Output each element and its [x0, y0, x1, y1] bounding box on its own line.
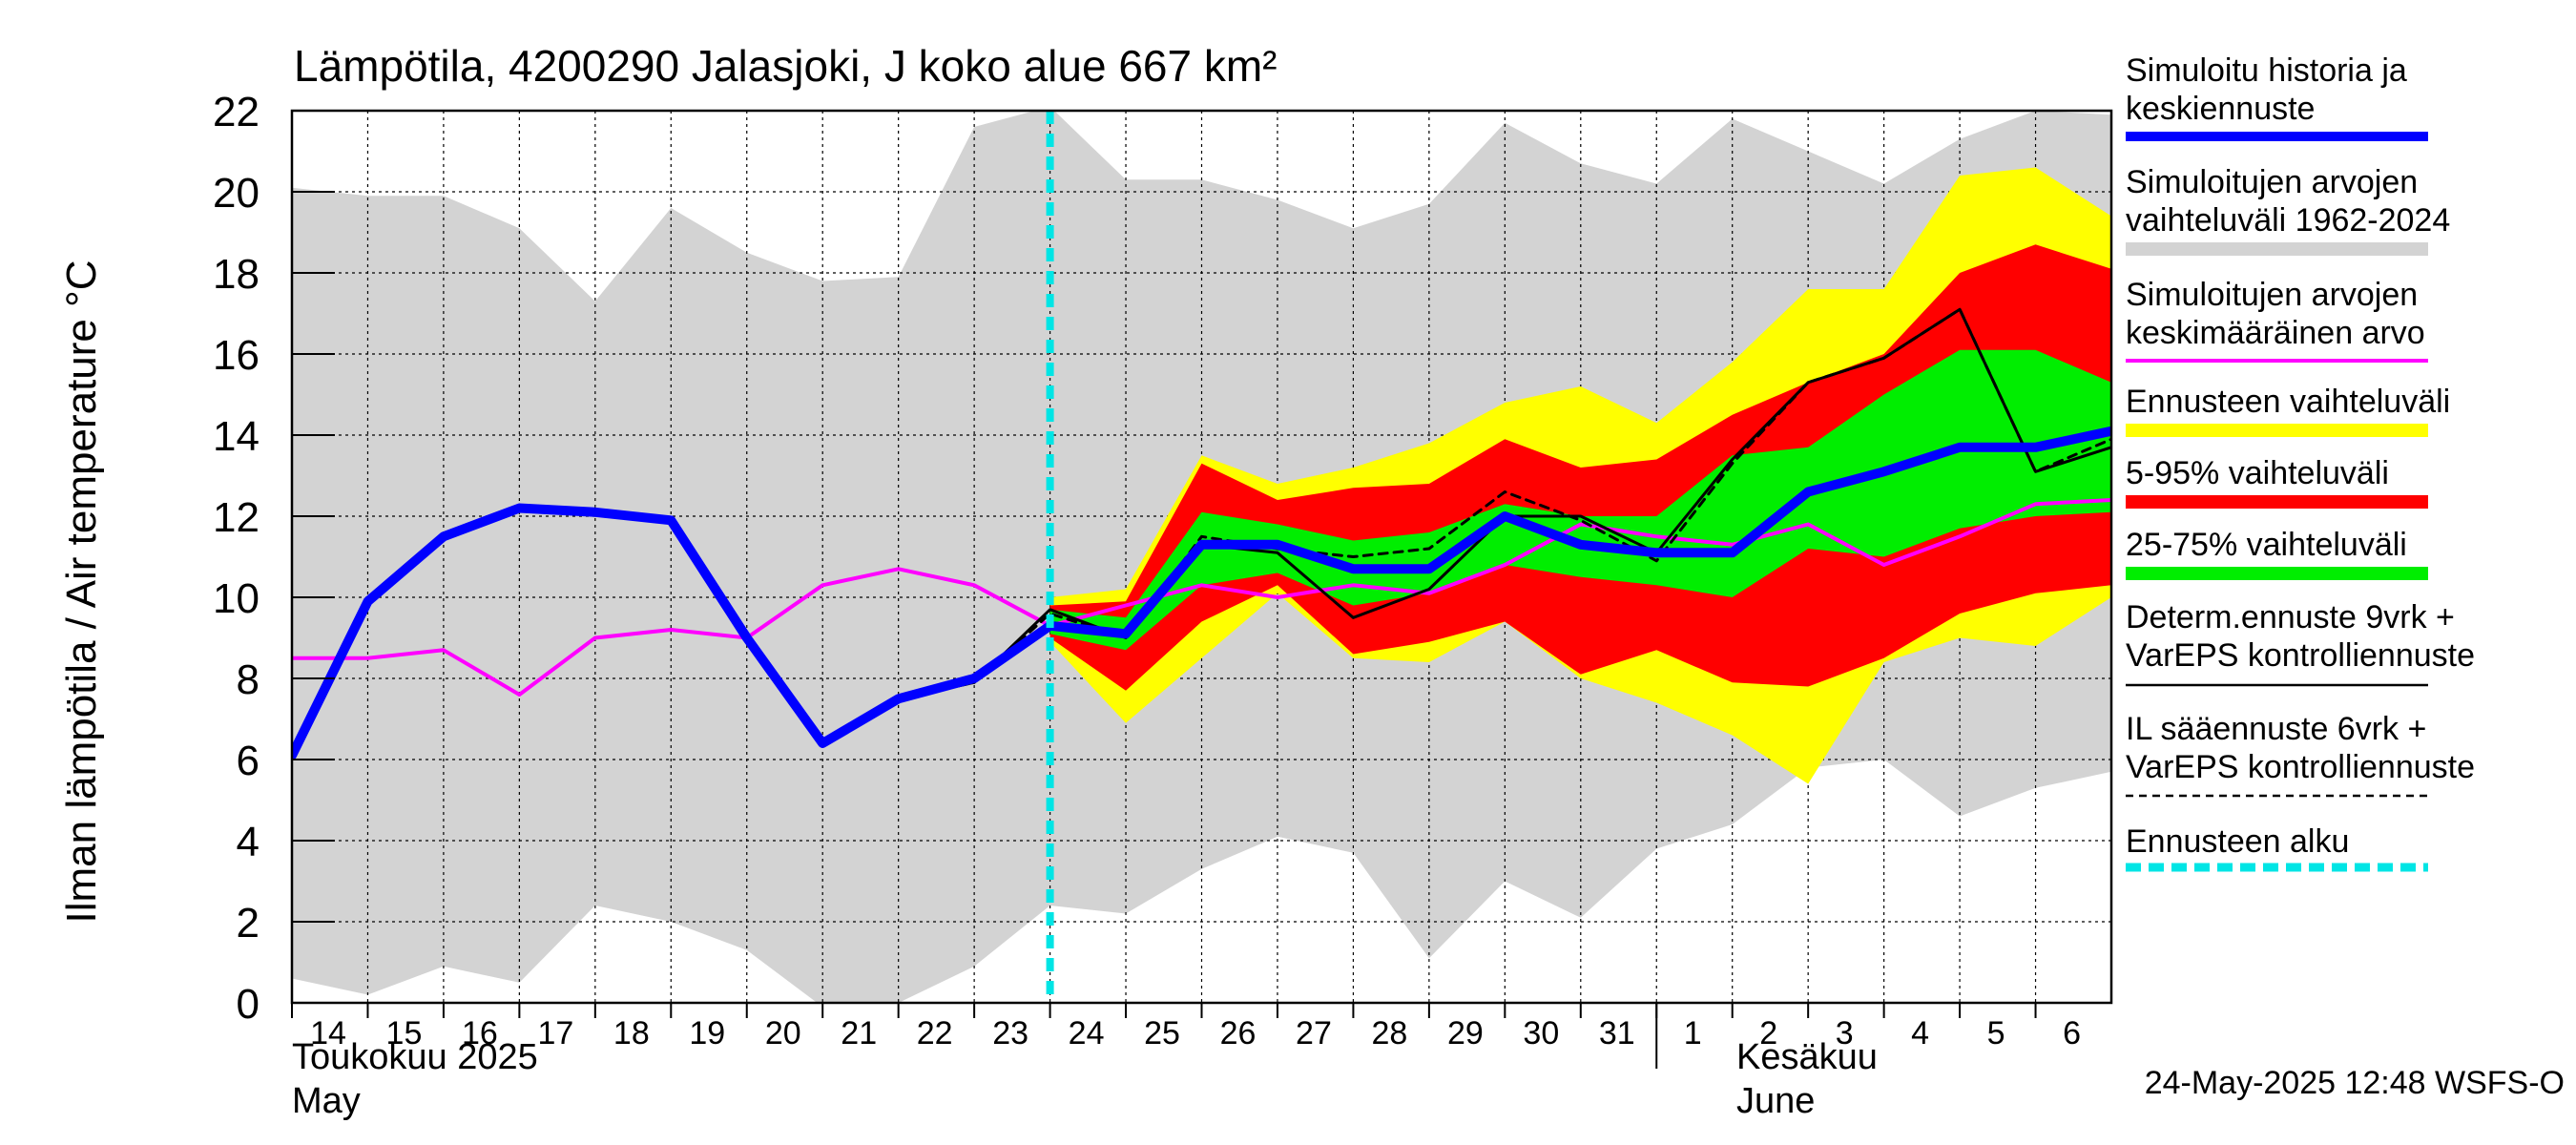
month-label-june-en: June — [1736, 1081, 1815, 1121]
legend-label: 5-95% vaihteluväli — [2126, 455, 2389, 491]
x-tick-label: 3 — [1836, 1015, 1854, 1051]
x-tick-label: 29 — [1447, 1015, 1484, 1051]
legend-label: vaihteluväli 1962-2024 — [2126, 202, 2450, 239]
x-tick-label: 15 — [386, 1015, 423, 1051]
legend-item: Determ.ennuste 9vrk +VarEPS kontrollienn… — [2126, 599, 2475, 687]
x-tick-label: 22 — [917, 1015, 953, 1051]
y-tick-label: 6 — [237, 738, 260, 784]
y-tick-label: 10 — [213, 575, 260, 622]
y-tick-label: 22 — [213, 89, 260, 135]
legend-label: IL sääennuste 6vrk + — [2126, 711, 2426, 747]
y-tick-label: 12 — [213, 494, 260, 541]
legend-label: Simuloitujen arvojen — [2126, 277, 2418, 313]
x-tick-label: 30 — [1523, 1015, 1559, 1051]
x-tick-label: 27 — [1296, 1015, 1332, 1051]
timestamp: 24-May-2025 12:48 WSFS-O — [2145, 1065, 2565, 1101]
y-tick-label: 14 — [213, 413, 260, 460]
legend-label: keskimääräinen arvo — [2126, 315, 2425, 351]
x-tick-label: 2 — [1759, 1015, 1777, 1051]
legend-label: Determ.ennuste 9vrk + — [2126, 599, 2455, 635]
month-label-may-fi: Toukokuu 2025 — [292, 1037, 538, 1077]
legend-item: Ennusteen alku — [2126, 823, 2428, 872]
legend-label: Ennusteen alku — [2126, 823, 2349, 860]
y-tick-label: 20 — [213, 170, 260, 217]
x-tick-label: 24 — [1069, 1015, 1105, 1051]
x-tick-label: 19 — [689, 1015, 725, 1051]
x-tick-label: 4 — [1911, 1015, 1929, 1051]
x-tick-label: 28 — [1372, 1015, 1408, 1051]
legend-label: 25-75% vaihteluväli — [2126, 527, 2407, 563]
legend-label: Ennusteen vaihteluväli — [2126, 384, 2450, 420]
y-tick-label: 2 — [237, 900, 260, 947]
x-tick-label: 18 — [613, 1015, 650, 1051]
x-tick-label: 25 — [1144, 1015, 1180, 1051]
y-tick-label: 8 — [237, 656, 260, 703]
legend: Simuloitu historia jakeskiennusteSimuloi… — [2126, 52, 2475, 872]
x-tick-label: 14 — [310, 1015, 346, 1051]
x-tick-label: 6 — [2063, 1015, 2081, 1051]
y-tick-label: 0 — [237, 981, 260, 1028]
legend-label: keskiennuste — [2126, 91, 2315, 127]
legend-item: 5-95% vaihteluväli — [2126, 455, 2428, 509]
simulated-history-line — [292, 426, 2111, 760]
legend-label: Simuloitujen arvojen — [2126, 164, 2418, 200]
historical-mean-line — [292, 498, 2111, 697]
x-tick-label: 17 — [537, 1015, 573, 1051]
legend-item: Ennusteen vaihteluväli — [2126, 384, 2450, 437]
legend-label: Simuloitu historia ja — [2126, 52, 2407, 89]
month-label-may-en: May — [292, 1081, 361, 1121]
x-tick-label: 5 — [1987, 1015, 2005, 1051]
y-tick-label: 16 — [213, 332, 260, 379]
x-tick-label: 23 — [992, 1015, 1028, 1051]
month-label-june-fi: Kesäkuu — [1736, 1037, 1878, 1077]
plot-clipped-layer — [292, 111, 2111, 1003]
chart-title: Lämpötila, 4200290 Jalasjoki, J koko alu… — [294, 41, 1278, 91]
y-tick-label: 4 — [237, 819, 260, 865]
x-tick-label: 21 — [841, 1015, 877, 1051]
legend-label: VarEPS kontrolliennuste — [2126, 637, 2475, 674]
x-tick-label: 16 — [462, 1015, 498, 1051]
x-tick-label: 31 — [1599, 1015, 1635, 1051]
legend-label: VarEPS kontrolliennuste — [2126, 749, 2475, 785]
legend-item: IL sääennuste 6vrk + VarEPS kontrollienn… — [2126, 711, 2475, 798]
legend-item: 25-75% vaihteluväli — [2126, 527, 2428, 580]
y-axis-label: Ilman lämpötila / Air temperature °C — [58, 260, 105, 924]
forecast-25-75-band — [1049, 349, 2111, 651]
x-tick-label: 1 — [1684, 1015, 1702, 1051]
y-tick-label: 18 — [213, 251, 260, 298]
x-tick-label: 26 — [1220, 1015, 1257, 1051]
x-tick-label: 20 — [765, 1015, 801, 1051]
